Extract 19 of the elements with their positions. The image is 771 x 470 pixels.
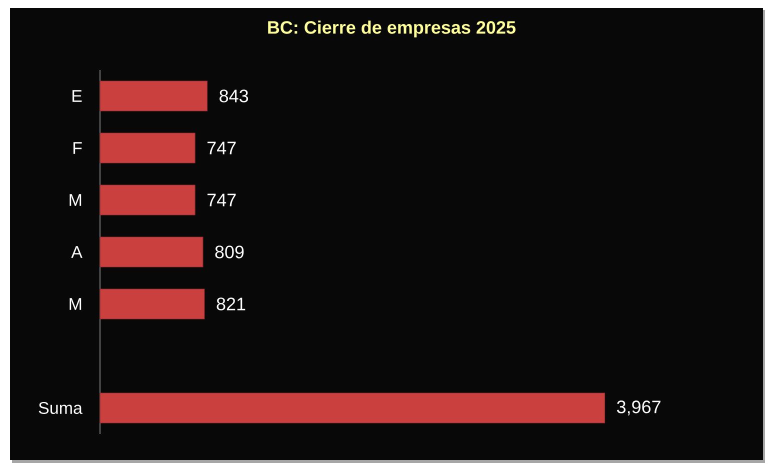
data-label: 747 [208,194,236,206]
bar [100,392,606,424]
y-tick-label: Suma [38,402,82,414]
y-tick-label: E [72,90,82,102]
data-label: 821 [216,298,246,310]
bar [100,288,205,320]
data-label: 3,967 [616,400,660,416]
bar [100,80,208,112]
data-label: 843 [220,90,248,102]
bar [100,236,204,268]
chart-title: BC: Cierre de empresas 2025 [268,20,516,38]
y-tick-label: A [71,246,82,258]
y-tick-label: F [73,142,82,154]
y-tick-label: M [70,194,82,206]
bar [100,184,196,216]
data-label: 747 [208,142,236,154]
data-label: 809 [215,246,244,258]
bar [100,132,196,164]
y-tick-label: M [70,298,82,310]
